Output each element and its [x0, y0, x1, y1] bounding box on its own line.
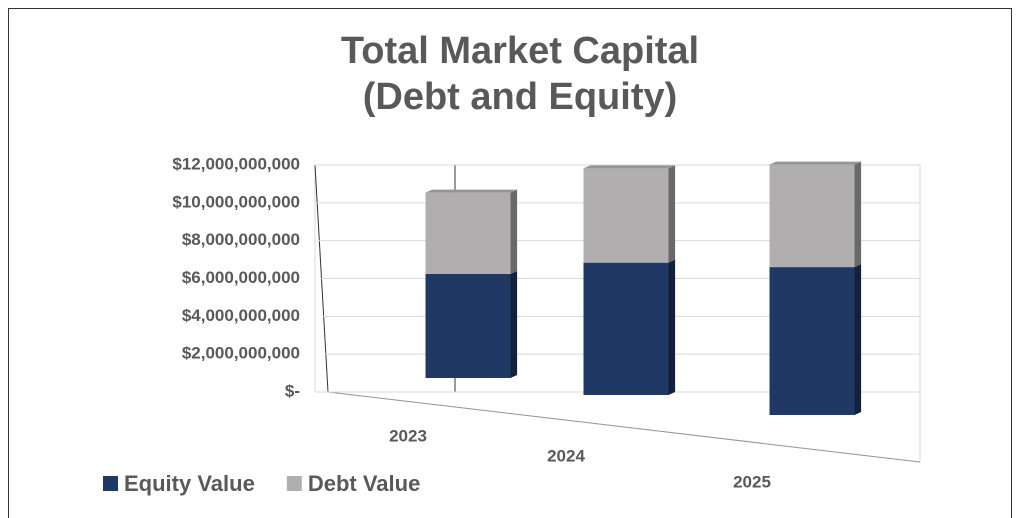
bar — [583, 168, 669, 263]
plot-area: $- $2,000,000,000 $4,000,000,000 $6,000,000… — [172, 154, 921, 491]
y-tick-label: $4,000,000,000 — [182, 306, 300, 325]
x-tick-label: 2023 — [389, 426, 427, 445]
bar — [425, 273, 511, 378]
legend-swatch — [286, 476, 302, 491]
bar — [425, 192, 511, 274]
floor-front — [327, 391, 921, 463]
bar-top — [425, 189, 518, 193]
bar-top — [583, 165, 676, 169]
y-tick-label: $12,000,000,000 — [172, 154, 300, 173]
legend-label: Equity Value — [124, 471, 255, 496]
bar — [769, 267, 855, 415]
y-tick-label: $- — [285, 381, 300, 400]
legend-label: Debt Value — [308, 471, 420, 496]
bar-side — [668, 165, 676, 263]
y-tick-label: $8,000,000,000 — [182, 230, 300, 249]
bar-side — [854, 264, 862, 415]
bar-side — [854, 161, 862, 268]
chart-title: Total Market Capital (Debt and Equity) — [340, 30, 700, 118]
bar — [769, 164, 855, 268]
chart-border — [8, 8, 1012, 518]
bar-side — [510, 270, 518, 378]
bar-side — [668, 259, 676, 395]
y-tick-label: $2,000,000,000 — [182, 344, 300, 363]
x-tick-label: 2025 — [733, 472, 771, 491]
bar-top — [769, 161, 862, 165]
y-tick-label: $6,000,000,000 — [182, 268, 300, 287]
bar-side — [510, 189, 518, 274]
bar — [583, 262, 669, 395]
x-tick-label: 2024 — [547, 446, 585, 465]
y-tick-label: $10,000,000,000 — [172, 192, 300, 211]
legend-swatch — [103, 476, 118, 491]
